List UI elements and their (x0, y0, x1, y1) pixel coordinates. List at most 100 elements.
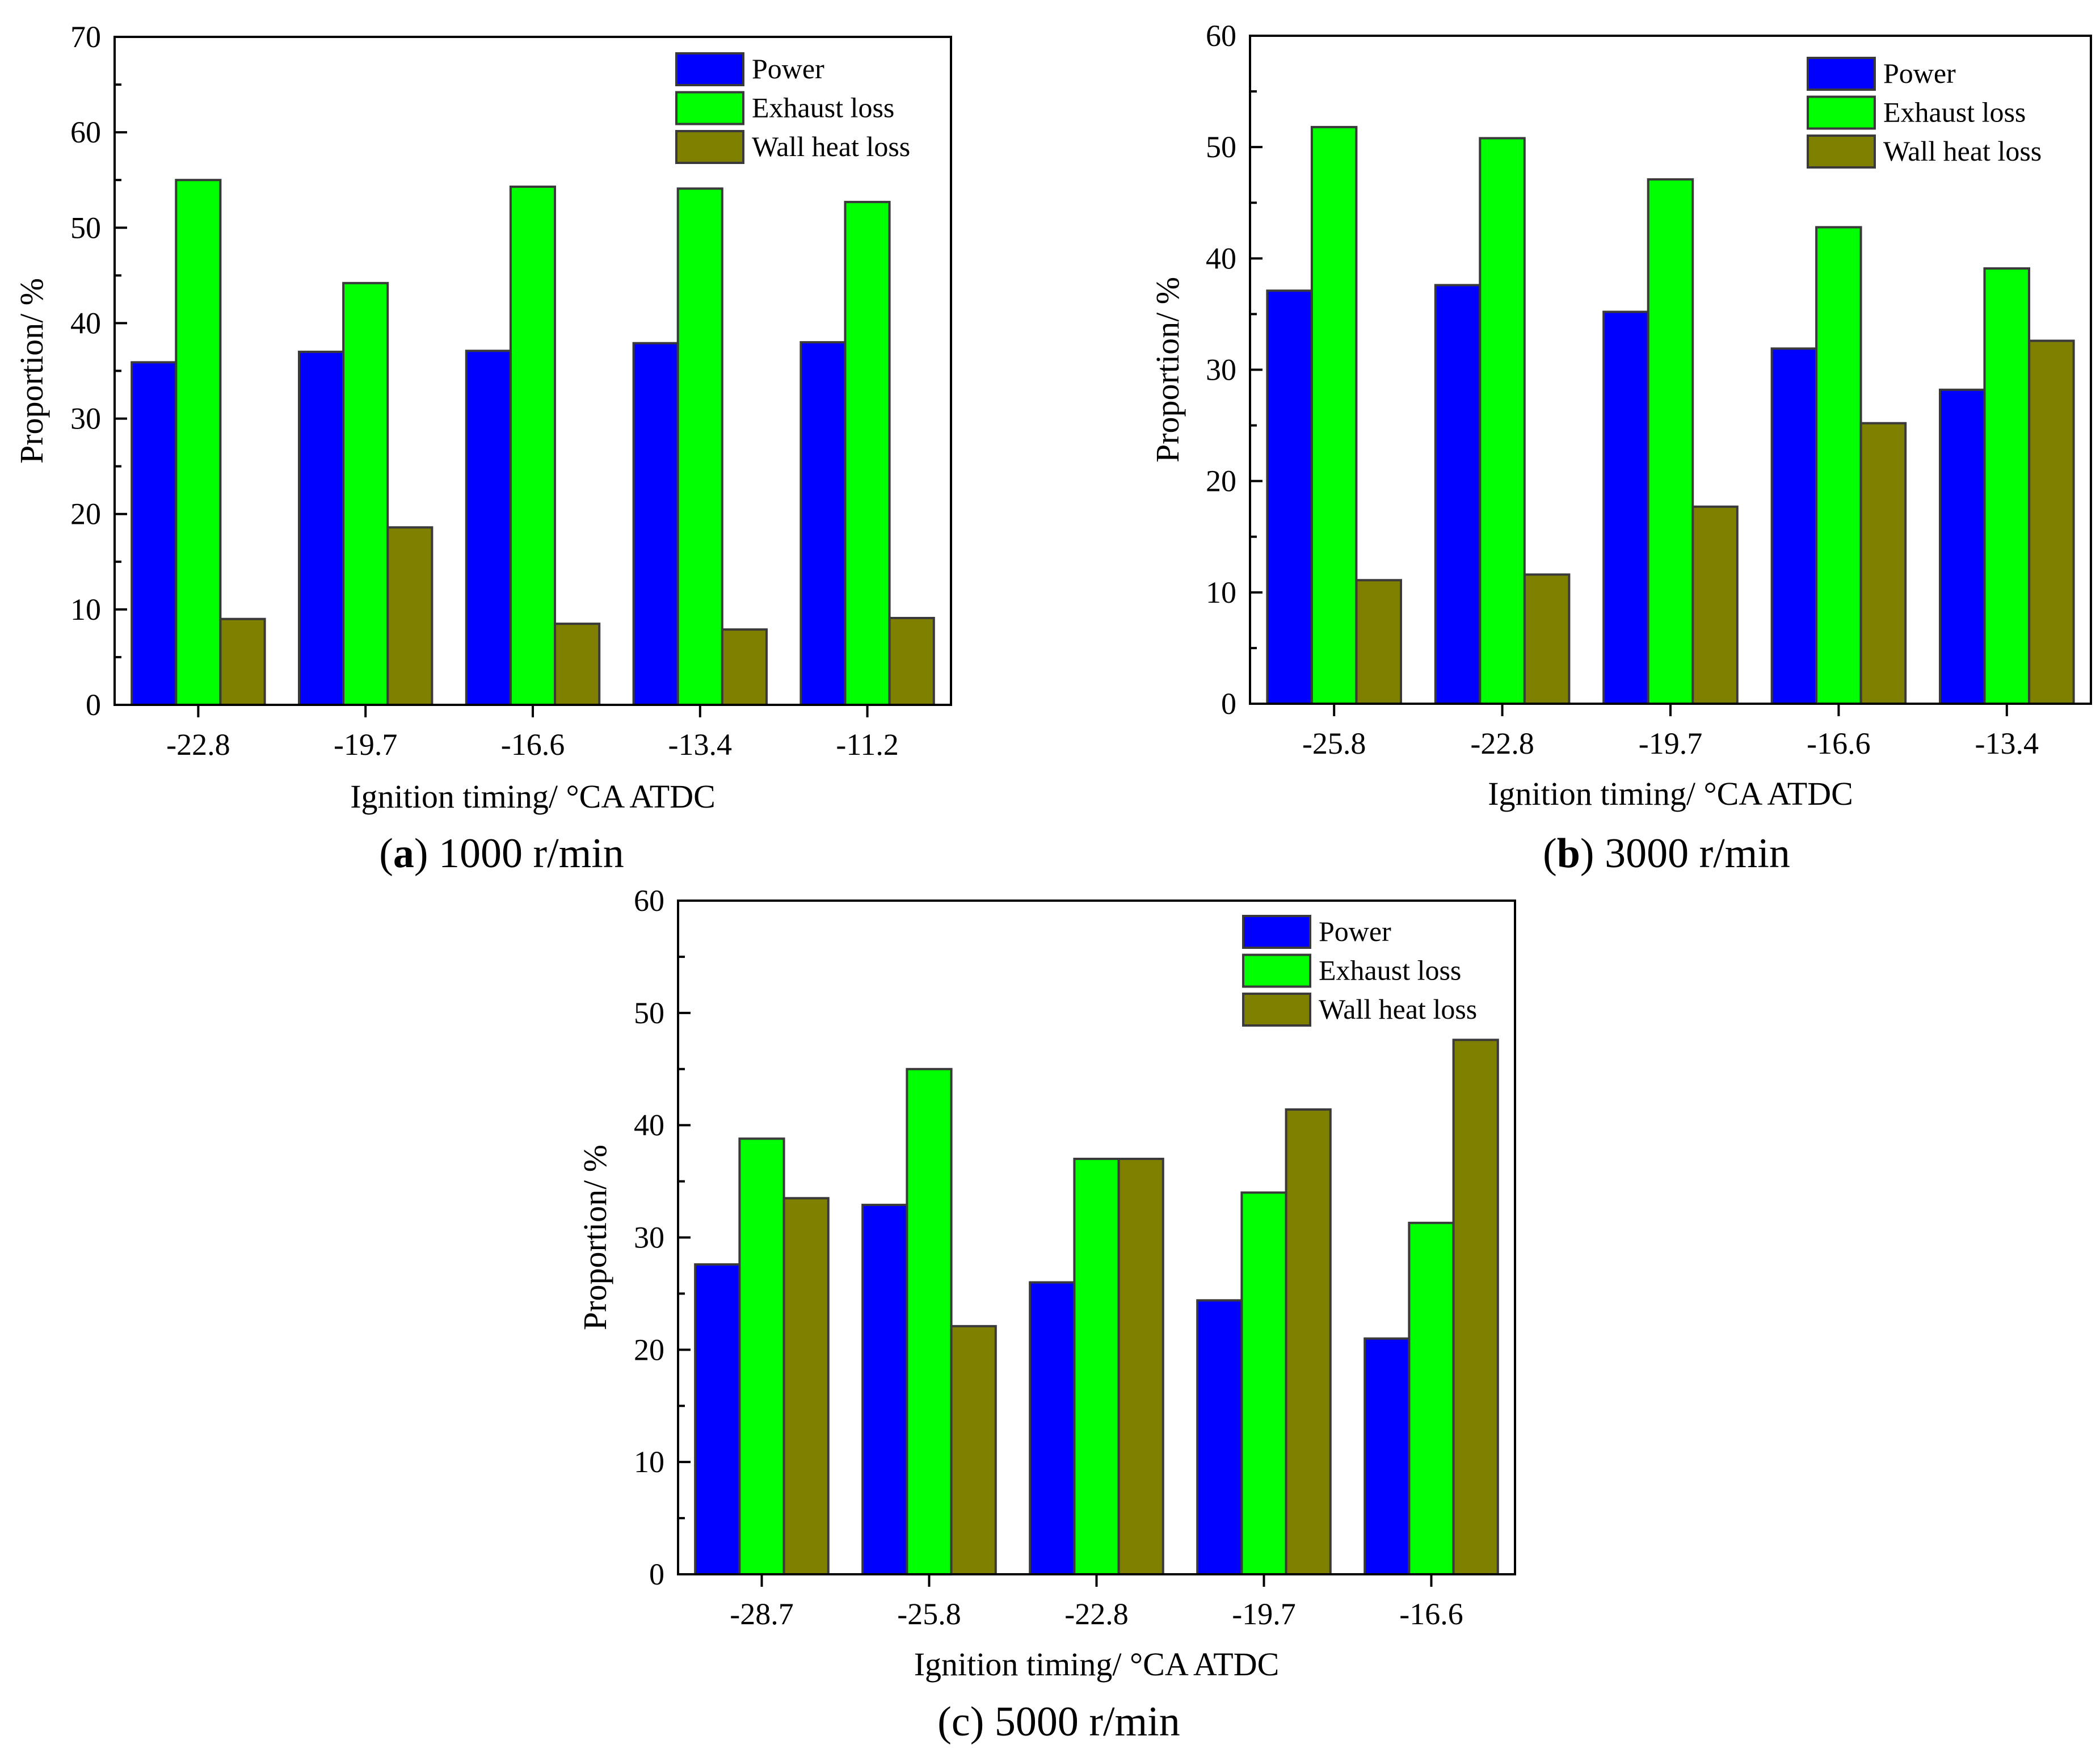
bar-exhaust-loss--28.7 (738, 1137, 785, 1575)
bar-exhaust-loss--22.8 (175, 179, 222, 706)
x-tick-label: -25.8 (897, 1597, 961, 1631)
bar-exhaust-loss--16.6 (1815, 226, 1862, 705)
x-axis-title: Ignition timing/ °CA ATDC (1488, 775, 1853, 812)
bar-exhaust-loss--22.8 (1073, 1158, 1120, 1575)
x-tick-label: -16.6 (501, 728, 565, 762)
x-axis-title: Ignition timing/ °CA ATDC (914, 1646, 1280, 1683)
y-tick-label: 30 (70, 402, 101, 436)
bar-wall-heat-loss--28.7 (782, 1197, 830, 1576)
bar-wall-heat-loss--19.7 (1691, 505, 1739, 705)
legend-swatch-power (1807, 57, 1876, 91)
x-axis-title: Ignition timing/ °CA ATDC (350, 778, 716, 815)
chart-panel-a: 0 10 20 30 40 50 60 70 -22.8 -19.7 -16.6 -13.4 -11.2… (13, 20, 952, 877)
legend-label-power: Power (1883, 57, 1956, 89)
legend-label-wall-heat-loss: Wall heat loss (1319, 993, 1477, 1025)
bar-power--25.8 (861, 1204, 908, 1576)
bar-wall-heat-loss--13.4 (2028, 339, 2075, 705)
bar-power--13.4 (1939, 388, 1986, 705)
bar-wall-heat-loss--19.7 (386, 526, 434, 706)
y-tick-label: 20 (1206, 464, 1236, 498)
y-tick-label: 20 (70, 497, 101, 531)
bar-power--11.2 (799, 341, 847, 706)
bar-power--13.4 (632, 342, 679, 706)
bar-power--19.7 (1196, 1299, 1243, 1576)
y-tick-label: 10 (634, 1445, 664, 1479)
y-tick-label: 20 (634, 1333, 664, 1367)
y-tick-label: 30 (634, 1221, 664, 1255)
bar-power--16.6 (465, 350, 512, 706)
legend-label-exhaust-loss: Exhaust loss (1319, 955, 1461, 986)
legend-swatch-exhaust-loss (675, 91, 744, 125)
y-tick-label: 60 (1206, 19, 1236, 53)
x-tick-label: -16.6 (1399, 1597, 1463, 1631)
legend-swatch-power (1242, 915, 1311, 949)
legend-label-exhaust-loss: Exhaust loss (1883, 96, 2026, 128)
legend-swatch-power (675, 52, 744, 86)
bar-wall-heat-loss--13.4 (721, 628, 768, 706)
y-axis-title: Proportion/ % (13, 278, 50, 464)
bar-exhaust-loss--13.4 (1983, 267, 2030, 705)
legend-label-wall-heat-loss: Wall heat loss (1883, 135, 2042, 167)
x-tick-label: -19.7 (1232, 1597, 1295, 1631)
panel-caption: (b) 3000 r/min (1543, 830, 1790, 877)
x-tick-label: -28.7 (730, 1597, 793, 1631)
legend-swatch-wall-heat-loss (1242, 993, 1311, 1027)
bar-exhaust-loss--16.6 (509, 186, 557, 706)
y-tick-label: 0 (1221, 687, 1236, 721)
bar-wall-heat-loss--22.8 (1117, 1158, 1164, 1575)
legend-label-wall-heat-loss: Wall heat loss (752, 131, 910, 162)
legend-swatch-wall-heat-loss (1807, 135, 1876, 169)
bar-exhaust-loss--22.8 (1479, 137, 1526, 705)
legend: Power Exhaust loss Wall heat loss (1807, 57, 2042, 169)
y-tick-label: 70 (70, 20, 101, 54)
x-tick-label: -11.2 (836, 728, 898, 762)
bar-wall-heat-loss--16.6 (1452, 1039, 1499, 1576)
bar-power--19.7 (298, 350, 345, 706)
y-tick-label: 60 (634, 884, 664, 918)
y-tick-label: 50 (70, 211, 101, 245)
y-tick-label: 0 (86, 688, 101, 722)
x-tick-label: -22.8 (1470, 726, 1534, 760)
bar-wall-heat-loss--22.8 (1523, 573, 1571, 705)
x-tick-label: -13.4 (1975, 726, 2039, 760)
bar-exhaust-loss--16.6 (1408, 1221, 1455, 1576)
y-axis-title: Proportion/ % (576, 1145, 613, 1330)
y-tick-label: 50 (1206, 130, 1236, 164)
legend-swatch-exhaust-loss (1242, 953, 1311, 988)
x-tick-label: -19.7 (1639, 726, 1702, 760)
y-tick-label: 60 (70, 115, 101, 149)
y-tick-label: 40 (70, 306, 101, 340)
bar-power--22.8 (131, 361, 178, 706)
legend-label-exhaust-loss: Exhaust loss (752, 92, 894, 124)
bar-power--22.8 (1434, 284, 1482, 705)
bar-power--28.7 (694, 1263, 741, 1575)
legend-label-power: Power (1319, 915, 1391, 947)
x-tick-label: -25.8 (1302, 726, 1366, 760)
bar-wall-heat-loss--19.7 (1285, 1108, 1332, 1575)
bar-power--16.6 (1770, 347, 1818, 705)
bar-exhaust-loss--11.2 (844, 200, 891, 706)
x-tick-label: -22.8 (166, 728, 230, 762)
y-tick-label: 0 (649, 1557, 664, 1591)
bar-wall-heat-loss--25.8 (950, 1325, 997, 1576)
bar-exhaust-loss--25.8 (1310, 125, 1358, 705)
bar-wall-heat-loss--11.2 (888, 617, 935, 706)
bar-wall-heat-loss--16.6 (1859, 422, 1907, 705)
legend-swatch-wall-heat-loss (675, 130, 744, 164)
y-tick-label: 10 (70, 592, 101, 627)
bar-exhaust-loss--19.7 (1240, 1191, 1287, 1575)
legend-label-power: Power (752, 53, 824, 85)
bar-exhaust-loss--25.8 (906, 1067, 953, 1576)
bar-exhaust-loss--13.4 (676, 187, 723, 706)
bar-wall-heat-loss--16.6 (554, 623, 601, 706)
bar-power--25.8 (1266, 289, 1313, 705)
legend: Power Exhaust loss Wall heat loss (1242, 915, 1477, 1027)
bar-power--16.6 (1363, 1337, 1411, 1576)
panel-caption: (c) 5000 r/min (937, 1699, 1180, 1745)
y-axis-title: Proportion/ % (1149, 277, 1186, 463)
y-tick-label: 40 (634, 1108, 664, 1142)
bar-exhaust-loss--19.7 (1647, 178, 1694, 705)
y-tick-label: 10 (1206, 575, 1236, 610)
legend: Power Exhaust loss Wall heat loss (675, 52, 910, 164)
